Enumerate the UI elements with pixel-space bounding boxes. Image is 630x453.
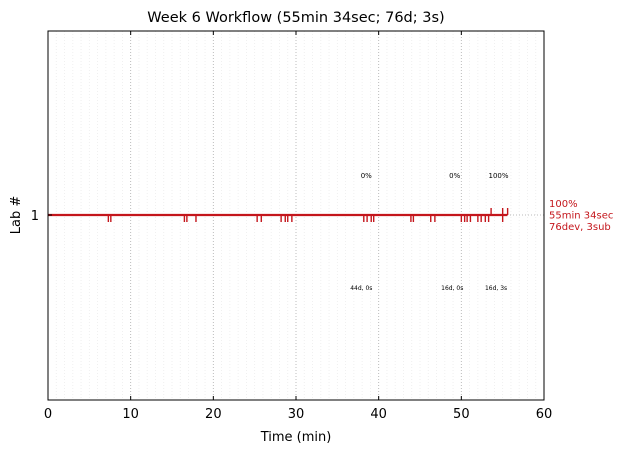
end-summary-line: 100% <box>549 199 578 210</box>
axis-layer: 0 10 20 30 40 50 60 1 <box>31 31 553 422</box>
x-tick-label: 10 <box>122 407 139 422</box>
count-label: 44d, 0s <box>350 285 372 292</box>
chart-title: Week 6 Workflow (55min 34sec; 76d; 3s) <box>147 10 444 26</box>
x-tick-label: 60 <box>536 407 553 422</box>
end-summary-line: 76dev, 3sub <box>549 222 611 233</box>
x-tick-label: 40 <box>370 407 387 422</box>
series-layer <box>48 208 509 222</box>
y-tick-label: 1 <box>31 209 39 224</box>
count-label: 16d, 3s <box>485 285 507 292</box>
percent-label: 0% <box>361 172 372 180</box>
y-axis-label: Lab # <box>9 196 24 235</box>
x-tick-label: 50 <box>453 407 470 422</box>
x-tick-label: 0 <box>44 407 52 422</box>
percent-label: 0% <box>449 172 460 180</box>
x-tick-label: 20 <box>205 407 222 422</box>
percent-label: 100% <box>489 172 509 180</box>
count-label: 16d, 0s <box>441 285 463 292</box>
x-tick-label: 30 <box>288 407 305 422</box>
end-summary-line: 55min 34sec <box>549 211 613 222</box>
x-axis-label: Time (min) <box>260 430 332 445</box>
